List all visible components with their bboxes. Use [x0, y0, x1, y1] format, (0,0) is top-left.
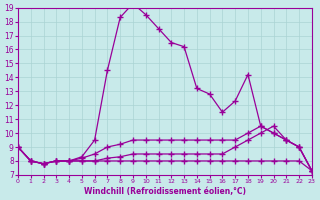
X-axis label: Windchill (Refroidissement éolien,°C): Windchill (Refroidissement éolien,°C) [84, 187, 246, 196]
